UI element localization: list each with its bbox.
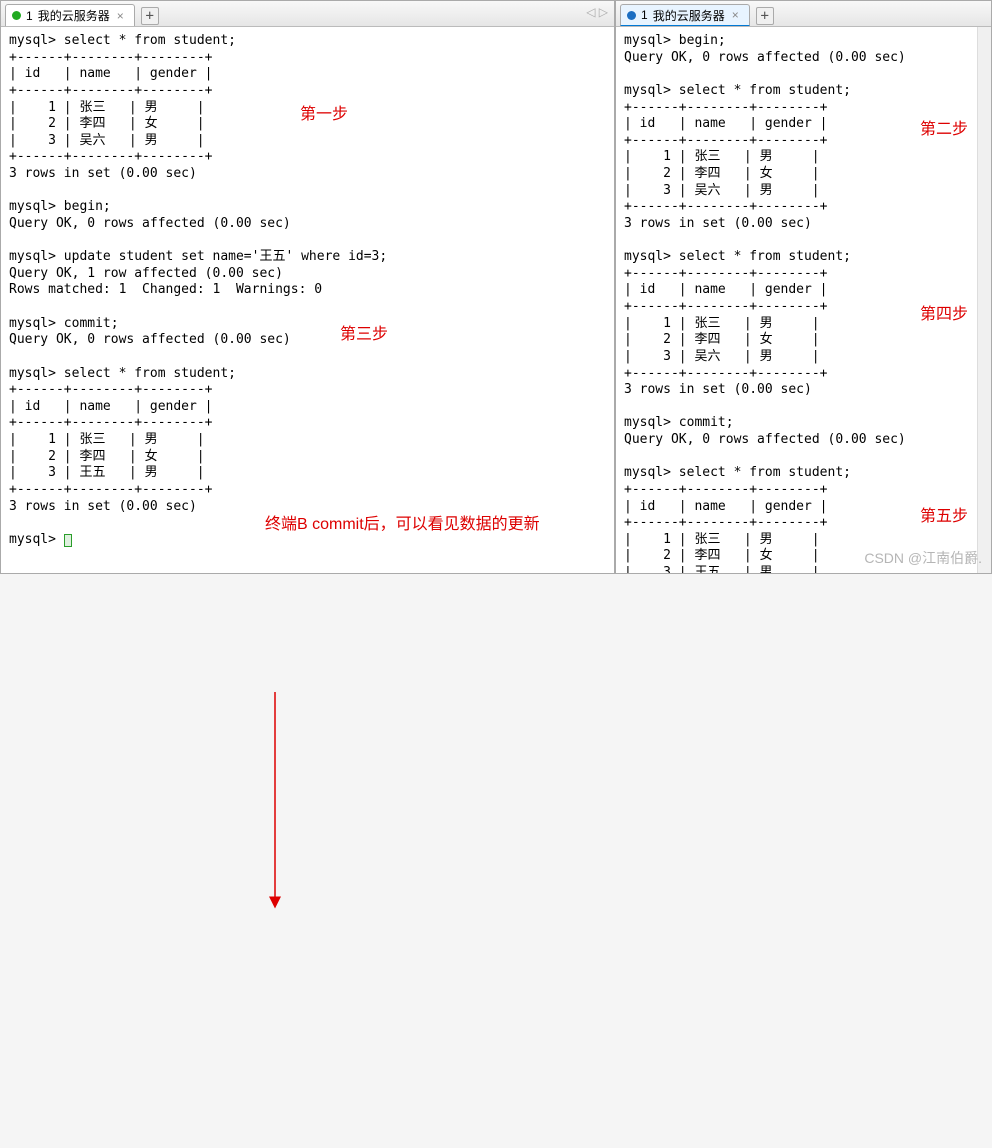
- status-dot-icon: [12, 11, 21, 20]
- cursor-icon: [64, 534, 72, 547]
- close-icon[interactable]: ×: [117, 9, 124, 23]
- tabbar-left: 1 我的云服务器 × + ◁ ▷: [1, 1, 614, 27]
- watermark: CSDN @江南伯爵.: [864, 548, 982, 568]
- tab-prefix: 1: [26, 9, 33, 23]
- terminal-pane-left: 1 我的云服务器 × + ◁ ▷ mysql> select * from st…: [0, 0, 615, 574]
- terminal-output-right[interactable]: mysql> begin; Query OK, 0 rows affected …: [616, 27, 991, 573]
- arrow-icon: [0, 574, 992, 1148]
- tabbar-right: 1 我的云服务器 × +: [616, 1, 991, 27]
- add-tab-button[interactable]: +: [141, 7, 159, 25]
- nav-arrows[interactable]: ◁ ▷: [586, 5, 608, 19]
- terminal-output-left[interactable]: mysql> select * from student; +------+--…: [1, 27, 614, 573]
- tab-prefix: 1: [641, 8, 648, 22]
- tab-right[interactable]: 1 我的云服务器 ×: [620, 4, 750, 26]
- add-tab-button[interactable]: +: [756, 7, 774, 25]
- terminal-pane-right: 1 我的云服务器 × + mysql> begin; Query OK, 0 r…: [615, 0, 992, 574]
- tab-title: 我的云服务器: [653, 7, 725, 24]
- tab-title: 我的云服务器: [38, 7, 110, 24]
- status-dot-icon: [627, 11, 636, 20]
- scrollbar[interactable]: [977, 27, 991, 573]
- tab-left[interactable]: 1 我的云服务器 ×: [5, 4, 135, 26]
- close-icon[interactable]: ×: [732, 8, 739, 22]
